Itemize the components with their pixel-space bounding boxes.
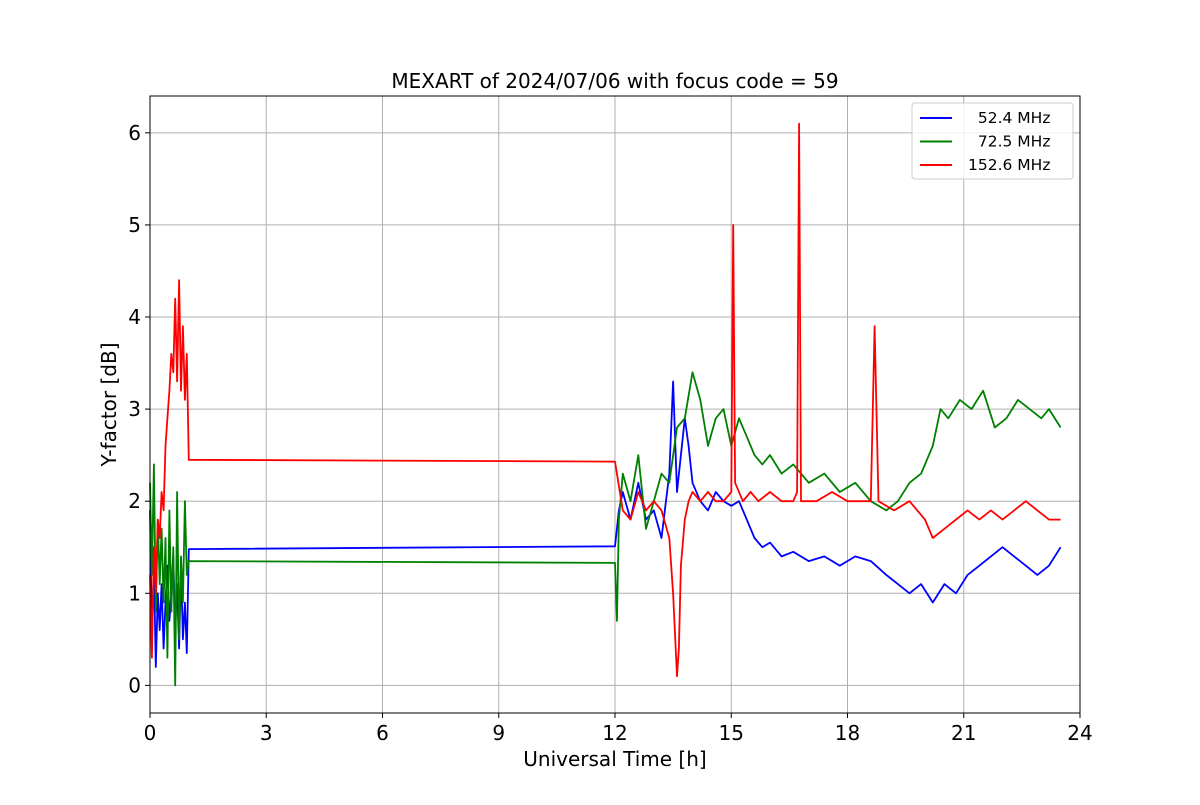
x-tick-label: 18 (835, 721, 860, 745)
y-axis-label: Y-factor [dB] (97, 342, 121, 467)
x-tick-label: 24 (1067, 721, 1092, 745)
series-line-2 (149, 371, 1062, 687)
series-line-3 (149, 122, 1061, 678)
legend-box (911, 102, 1074, 180)
legend-entries: 52.4 MHz 72.5 MHz 152.6 MHz (920, 109, 1050, 174)
x-tick-label: 0 (144, 721, 157, 745)
y-tick-label: 1 (128, 581, 141, 605)
legend: 52.4 MHz 72.5 MHz 152.6 MHz (911, 102, 1074, 180)
y-tick-label: 4 (128, 305, 141, 329)
x-tick-label: 9 (492, 721, 505, 745)
chart-title: MEXART of 2024/07/06 with focus code = 5… (391, 69, 838, 93)
y-tick-label: 2 (128, 489, 141, 513)
x-tick-label: 3 (260, 721, 273, 745)
y-tick-label: 0 (128, 673, 141, 697)
x-tick-label: 12 (602, 721, 627, 745)
legend-label: 152.6 MHz (968, 156, 1050, 174)
series-lines (149, 122, 1062, 687)
x-tick-label: 21 (951, 721, 976, 745)
y-tick-label: 6 (128, 121, 141, 145)
legend-label: 72.5 MHz (968, 133, 1050, 151)
y-tick-label: 5 (128, 213, 141, 237)
x-tick-label: 6 (376, 721, 389, 745)
legend-label: 52.4 MHz (968, 109, 1050, 127)
x-tick-label: 15 (719, 721, 744, 745)
x-axis-label: Universal Time [h] (523, 747, 706, 771)
y-tick-label: 3 (128, 397, 141, 421)
